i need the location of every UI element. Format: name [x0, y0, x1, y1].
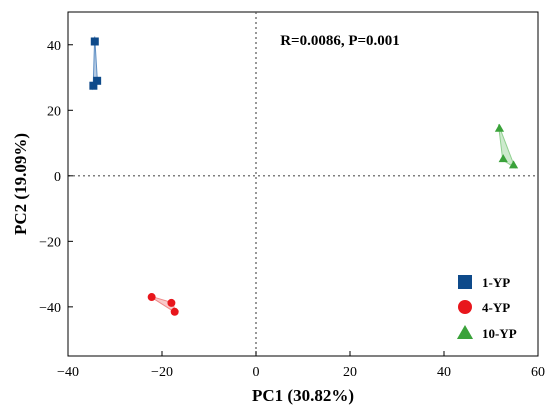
- legend-label-1-yp: 1-YP: [482, 275, 510, 290]
- x-tick-label: −40: [57, 365, 79, 380]
- statistics-annotation: R=0.0086, P=0.001: [280, 33, 400, 49]
- legend-label-4-yp: 4-YP: [482, 300, 510, 315]
- x-axis-title: PC1 (30.82%): [252, 386, 354, 405]
- point-10-yp: [498, 154, 508, 163]
- point-1-yp: [90, 37, 99, 46]
- point-4-yp: [147, 293, 156, 302]
- legend-marker-10-yp: [456, 324, 474, 339]
- y-tick-label: 0: [54, 170, 61, 185]
- point-1-yp: [89, 81, 98, 90]
- y-tick-label: −40: [39, 301, 61, 316]
- hull-layer: [92, 36, 516, 315]
- y-tick-label: −20: [39, 235, 61, 250]
- legend-label-10-yp: 10-YP: [482, 326, 517, 341]
- point-4-yp: [167, 298, 176, 307]
- legend-marker-1-yp: [458, 275, 472, 289]
- points-layer: [89, 37, 519, 316]
- y-axis-ticks: 40 20 0 −20 −40: [39, 39, 73, 316]
- x-tick-label: −20: [151, 365, 173, 380]
- plot-frame: [67, 11, 539, 357]
- point-1-yp: [93, 76, 102, 85]
- legend-marker-4-yp: [458, 300, 472, 314]
- point-10-yp: [508, 160, 519, 169]
- legend: 1-YP 4-YP 10-YP: [456, 275, 517, 341]
- x-tick-label: 0: [253, 365, 260, 380]
- x-tick-label: 20: [343, 365, 357, 380]
- point-4-yp: [170, 307, 179, 316]
- y-tick-label: 20: [47, 104, 61, 119]
- x-tick-label: 40: [437, 365, 451, 380]
- y-tick-label: 40: [47, 39, 61, 54]
- x-tick-label: 60: [531, 365, 545, 380]
- y-axis-title: PC2 (19.09%): [11, 133, 30, 235]
- x-axis-ticks: −40 −20 0 20 40 60: [57, 351, 545, 380]
- point-10-yp: [494, 123, 505, 132]
